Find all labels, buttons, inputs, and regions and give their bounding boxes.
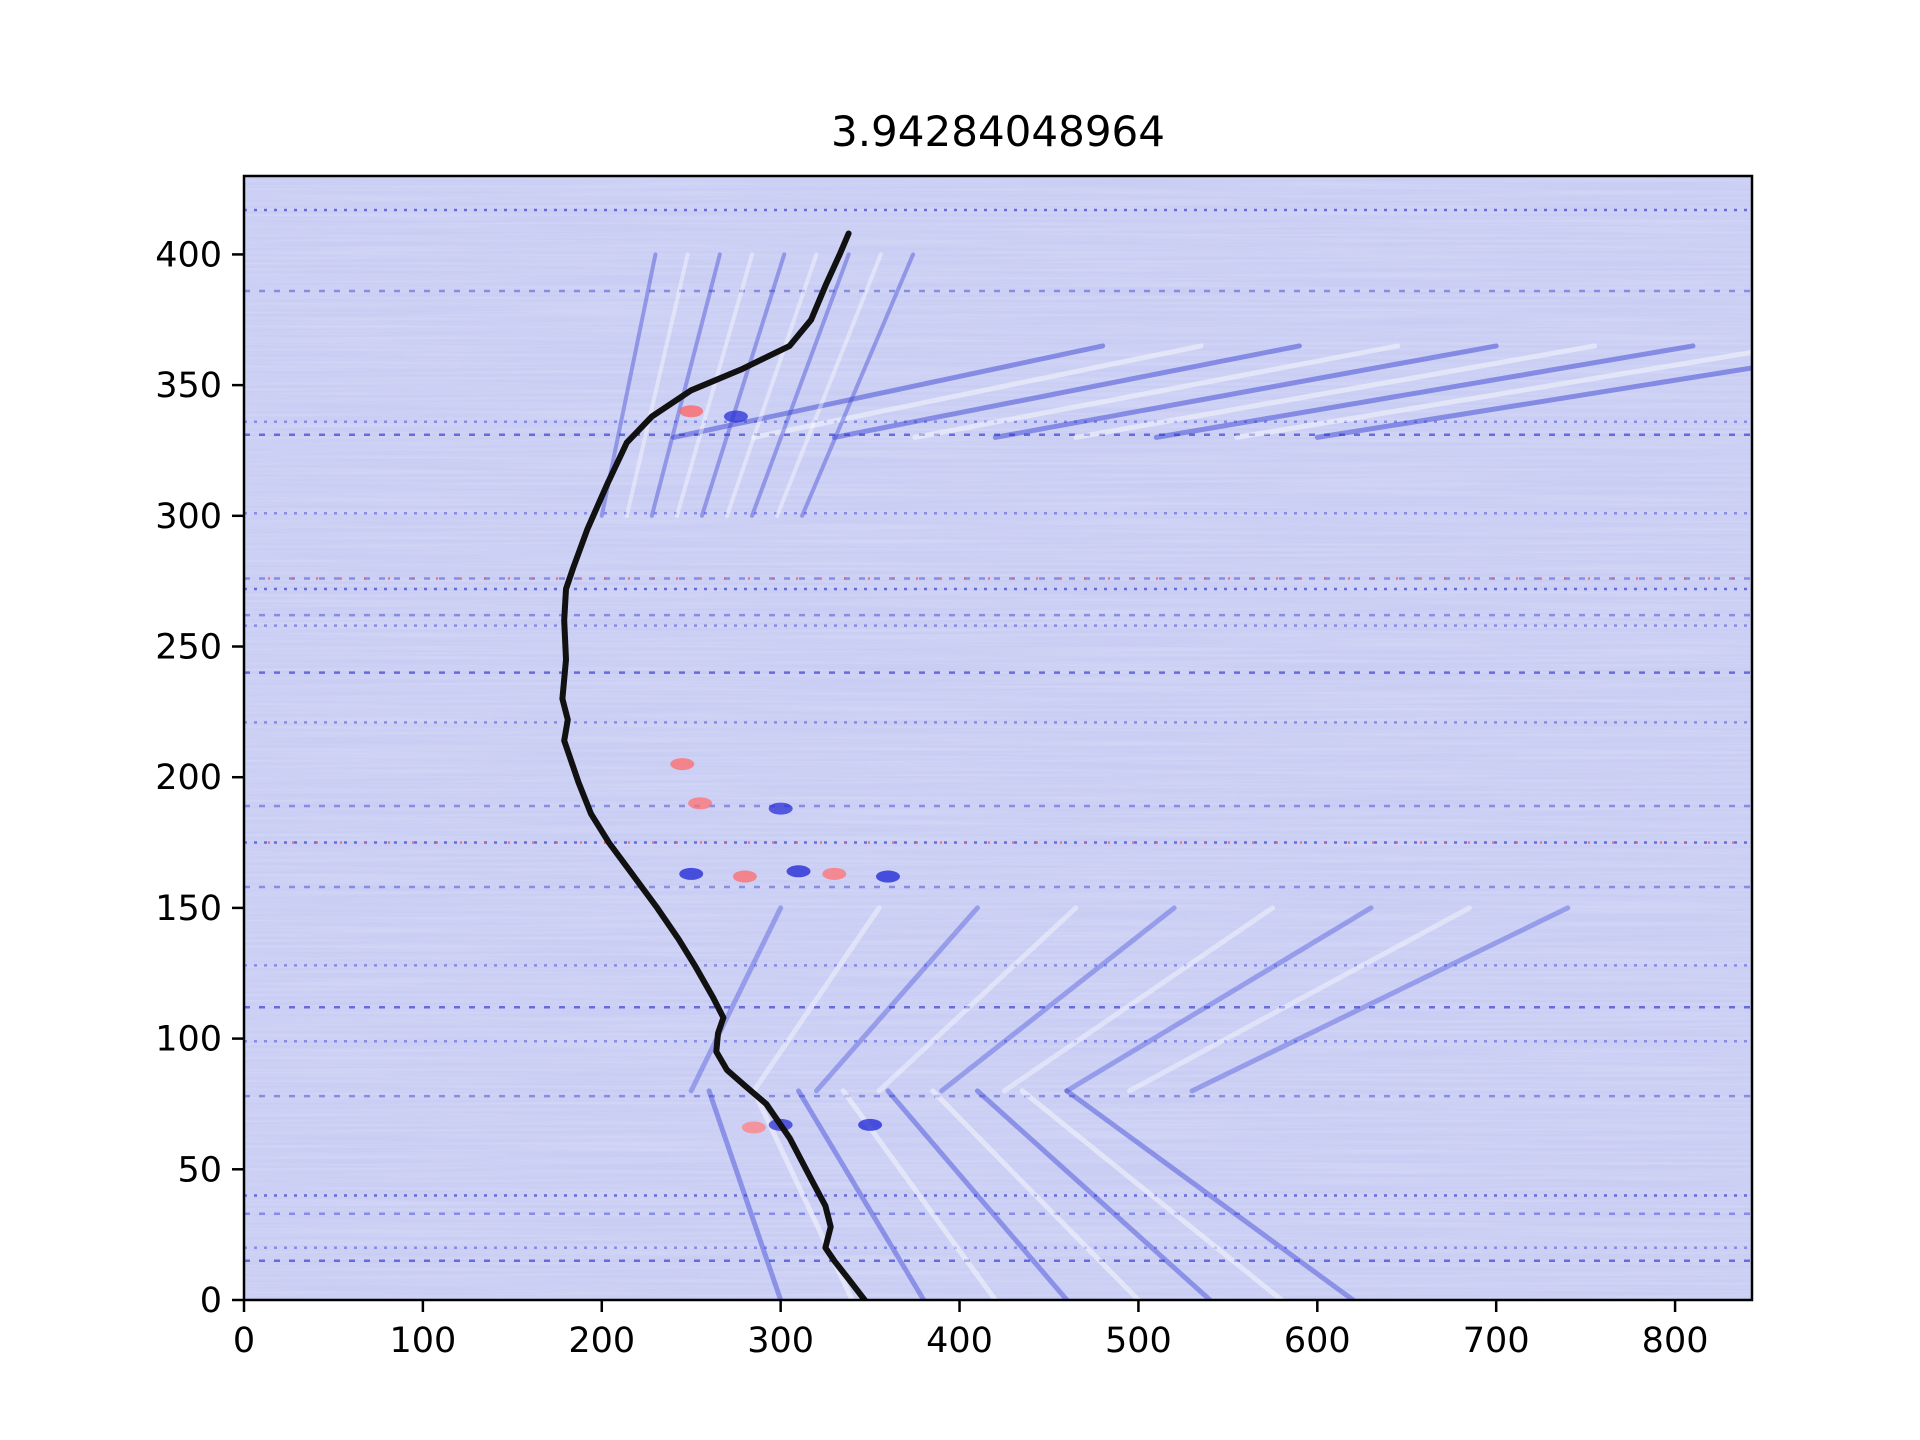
plot-frame (242, 174, 1754, 1302)
wave-blob (858, 1118, 883, 1131)
wave-blob (875, 870, 900, 883)
wave-band (1189, 905, 1571, 1094)
wave-band (1126, 905, 1472, 1094)
wave-blob (723, 410, 748, 423)
x-tick-label: 700 (1463, 1321, 1530, 1361)
wave-band (885, 1088, 1070, 1300)
wave-blob (679, 405, 704, 418)
wave-band (796, 1088, 927, 1300)
wave-band (1234, 349, 1752, 440)
wave-band (1073, 343, 1598, 440)
x-tick-label: 200 (568, 1321, 635, 1361)
chart-title: 3.94284048964 (831, 107, 1165, 156)
wave-band (1064, 905, 1374, 1094)
wave-blob (786, 865, 811, 878)
wave-blob (670, 758, 695, 771)
y-tick-label: 250 (155, 628, 222, 668)
wave-band (876, 905, 1079, 1094)
y-tick-label: 200 (155, 758, 222, 798)
wave-band (831, 343, 1302, 440)
x-tick-label: 800 (1642, 1321, 1709, 1361)
wave-band (688, 905, 784, 1094)
x-tick-label: 400 (926, 1321, 993, 1361)
wave-band (912, 343, 1401, 440)
y-tick-label: 150 (155, 889, 222, 929)
wave-blob (679, 867, 704, 880)
wave-band (751, 343, 1204, 440)
y-tick-label: 350 (155, 366, 222, 406)
wave-blob (688, 797, 713, 810)
wave-band (699, 252, 787, 518)
wave-band (1064, 1088, 1356, 1300)
x-tick-label: 500 (1105, 1321, 1172, 1361)
heatmap-stripes (244, 208, 1752, 1263)
x-tick-label: 0 (233, 1321, 255, 1361)
x-axis: 0 100 200 300 400 500 600 700 800 (233, 1300, 1709, 1361)
y-tick-label: 0 (200, 1281, 222, 1321)
y-tick-label: 50 (177, 1150, 222, 1190)
wave-band (670, 343, 1106, 440)
wave-band (1019, 1088, 1285, 1300)
wave-band (1153, 343, 1696, 440)
wave-band (649, 252, 722, 518)
wave-band (939, 905, 1177, 1094)
y-tick-label: 100 (155, 1020, 222, 1060)
wave-band (1314, 365, 1752, 440)
wave-band (724, 252, 819, 518)
wave-blob (741, 1121, 766, 1134)
x-tick-label: 600 (1284, 1321, 1351, 1361)
heatmap-texture (244, 176, 1752, 1300)
x-tick-label: 300 (747, 1321, 814, 1361)
wave-band (974, 1088, 1213, 1300)
wave-band (992, 343, 1499, 440)
wave-blob (768, 802, 793, 815)
y-tick-label: 400 (155, 235, 222, 275)
x-tick-label: 100 (389, 1321, 456, 1361)
wave-band (813, 905, 980, 1094)
y-axis: 0 50 100 150 200 250 300 350 400 (155, 235, 244, 1321)
wave-band (674, 252, 755, 518)
wave-band (750, 252, 851, 518)
wave-band (706, 1088, 784, 1300)
wave-band (930, 1088, 1141, 1300)
plot-area (244, 176, 1752, 1300)
wave-band (775, 252, 883, 518)
heatmap-wave-patterns (599, 252, 1752, 1300)
wave-band (1001, 905, 1276, 1094)
wave-band (624, 252, 690, 518)
wave-blob (822, 867, 847, 880)
wave-blob (732, 870, 757, 883)
overlay-line (559, 230, 868, 1300)
y-tick-label: 300 (155, 497, 222, 537)
wave-band (800, 252, 916, 518)
wave-band (751, 905, 882, 1094)
